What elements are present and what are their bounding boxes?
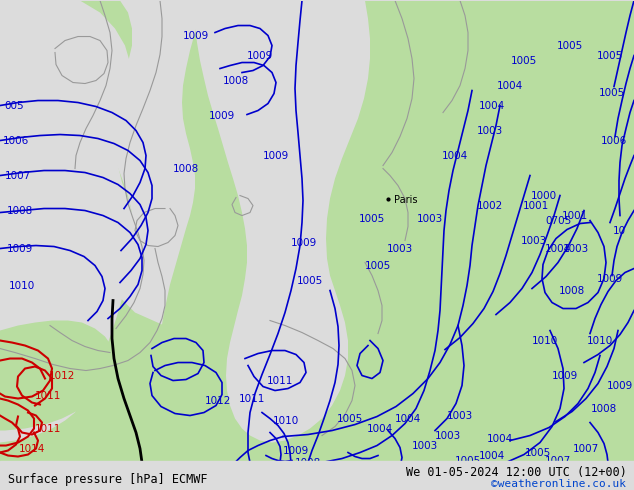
Text: 1005: 1005 bbox=[337, 414, 363, 423]
Text: Paris: Paris bbox=[394, 195, 418, 204]
Text: 005: 005 bbox=[4, 100, 24, 111]
Text: 1003: 1003 bbox=[417, 214, 443, 223]
Text: 1004: 1004 bbox=[367, 423, 393, 434]
Text: 1003: 1003 bbox=[435, 431, 461, 441]
Polygon shape bbox=[0, 0, 205, 324]
Text: 1010: 1010 bbox=[532, 336, 558, 345]
Polygon shape bbox=[0, 320, 115, 431]
Text: 1012: 1012 bbox=[205, 395, 231, 406]
Text: 1001: 1001 bbox=[562, 211, 588, 220]
Text: 1001: 1001 bbox=[523, 200, 549, 211]
Text: 1004: 1004 bbox=[479, 100, 505, 111]
Text: 1005: 1005 bbox=[525, 447, 551, 458]
Text: 1009: 1009 bbox=[7, 244, 33, 253]
Text: 1009: 1009 bbox=[263, 150, 289, 161]
Text: 1014: 1014 bbox=[19, 443, 45, 454]
Text: 1009: 1009 bbox=[247, 50, 273, 61]
Text: 1003: 1003 bbox=[563, 244, 589, 253]
Text: 1004: 1004 bbox=[479, 450, 505, 461]
Text: 1011: 1011 bbox=[35, 391, 61, 400]
Text: 1004: 1004 bbox=[497, 80, 523, 91]
Text: 1009: 1009 bbox=[183, 30, 209, 41]
Text: 1008: 1008 bbox=[295, 458, 321, 467]
Text: 1004: 1004 bbox=[395, 414, 421, 423]
Text: 1010: 1010 bbox=[273, 416, 299, 425]
Text: 1007: 1007 bbox=[5, 171, 31, 180]
Text: 1005: 1005 bbox=[557, 41, 583, 50]
Text: 1004: 1004 bbox=[545, 244, 571, 253]
Text: 1004: 1004 bbox=[487, 434, 513, 443]
Text: Surface pressure [hPa] ECMWF: Surface pressure [hPa] ECMWF bbox=[8, 473, 207, 486]
Text: 1008: 1008 bbox=[559, 286, 585, 295]
Text: 1005: 1005 bbox=[455, 456, 481, 466]
Text: 1009: 1009 bbox=[552, 370, 578, 381]
Text: 1011: 1011 bbox=[35, 423, 61, 434]
Text: 1008: 1008 bbox=[7, 205, 33, 216]
Text: 10: 10 bbox=[612, 225, 626, 236]
Text: 1005: 1005 bbox=[297, 275, 323, 286]
Text: 1009: 1009 bbox=[291, 238, 317, 247]
Text: 1010: 1010 bbox=[9, 280, 35, 291]
Text: 1009: 1009 bbox=[209, 111, 235, 121]
Text: 1005: 1005 bbox=[599, 88, 625, 98]
Text: 1010: 1010 bbox=[587, 336, 613, 345]
Text: 1011: 1011 bbox=[239, 393, 265, 404]
Text: 1003: 1003 bbox=[477, 125, 503, 136]
Text: 1007: 1007 bbox=[545, 456, 571, 466]
Text: 1004: 1004 bbox=[442, 150, 468, 161]
Text: 1006: 1006 bbox=[601, 136, 627, 146]
Text: 1011: 1011 bbox=[267, 375, 293, 386]
Text: 1008: 1008 bbox=[591, 404, 617, 414]
Text: 1005: 1005 bbox=[359, 214, 385, 223]
Text: We 01-05-2024 12:00 UTC (12+00): We 01-05-2024 12:00 UTC (12+00) bbox=[406, 466, 626, 479]
Bar bbox=[0, 461, 634, 490]
Text: 1005: 1005 bbox=[597, 50, 623, 61]
Text: 1003: 1003 bbox=[412, 441, 438, 450]
Text: 1003: 1003 bbox=[387, 244, 413, 253]
Text: 1006: 1006 bbox=[3, 136, 29, 146]
Text: 1005: 1005 bbox=[511, 55, 537, 66]
Text: ©weatheronline.co.uk: ©weatheronline.co.uk bbox=[491, 479, 626, 489]
Text: 1003: 1003 bbox=[521, 236, 547, 245]
Text: 1008: 1008 bbox=[223, 75, 249, 86]
Text: 0705: 0705 bbox=[545, 216, 571, 225]
Polygon shape bbox=[197, 0, 634, 463]
Text: 1002: 1002 bbox=[477, 200, 503, 211]
Text: 1000: 1000 bbox=[531, 191, 557, 200]
Polygon shape bbox=[0, 0, 135, 442]
Text: 1012: 1012 bbox=[49, 370, 75, 381]
Text: 1003: 1003 bbox=[447, 411, 473, 420]
Text: 1009: 1009 bbox=[597, 273, 623, 284]
Text: 1007: 1007 bbox=[573, 443, 599, 454]
Text: 1008: 1008 bbox=[173, 164, 199, 173]
Polygon shape bbox=[193, 0, 370, 442]
Text: 1009: 1009 bbox=[607, 381, 633, 391]
Text: 1005: 1005 bbox=[365, 261, 391, 270]
Text: 1009: 1009 bbox=[283, 445, 309, 456]
